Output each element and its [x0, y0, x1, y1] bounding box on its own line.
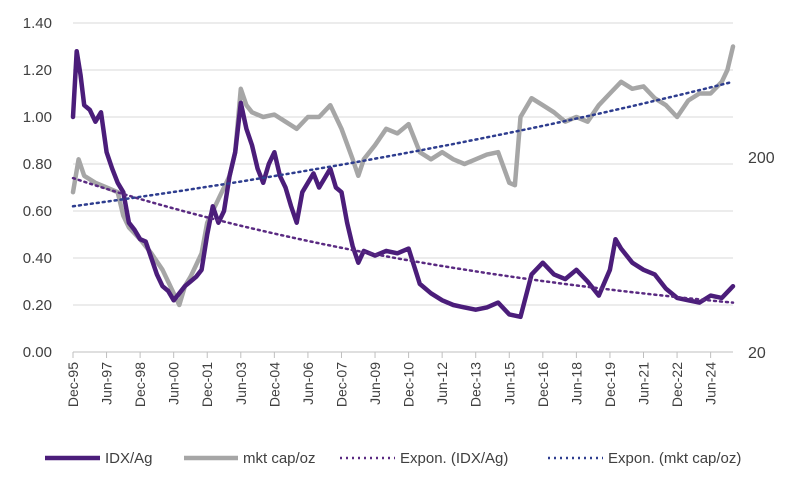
- y-tick-label: 0.20: [23, 297, 52, 314]
- x-tick-label: Jun-18: [568, 362, 584, 405]
- y-tick-label: 0.60: [23, 203, 52, 220]
- series: [70, 44, 736, 320]
- series-line-idx-ag: [70, 48, 736, 320]
- y-axis: 0.00 0.20 0.40 0.60 0.80 1.00 1.20 1.40: [23, 15, 52, 361]
- y-tick-label: 0.00: [23, 344, 52, 361]
- x-tick-label: Dec-98: [132, 362, 148, 407]
- x-tick-label: Dec-07: [333, 362, 349, 407]
- x-tick-label: Jun-06: [300, 362, 316, 405]
- x-tick-label: Dec-01: [199, 362, 215, 407]
- legend-label: IDX/Ag: [105, 450, 153, 467]
- y-tick-label: 0.80: [23, 156, 52, 173]
- y-tick-label: 0.40: [23, 250, 52, 267]
- series-line-mkt-cap: [70, 44, 736, 308]
- x-tick-label: Jun-21: [636, 362, 652, 405]
- legend-label: mkt cap/oz: [243, 450, 316, 467]
- y2-tick-label: 20: [748, 345, 766, 362]
- trendline-idx-ag: [71, 176, 735, 304]
- x-tick-label: Jun-09: [367, 362, 383, 405]
- legend: IDX/Ag mkt cap/oz Expon. (IDX/Ag) Expon. (m…: [45, 450, 741, 467]
- y-tick-label: 1.20: [23, 62, 52, 79]
- legend-label: Expon. (mkt cap/oz): [608, 450, 741, 467]
- x-tick-label: Dec-22: [669, 362, 685, 407]
- x-tick-label: Dec-16: [535, 362, 551, 407]
- x-axis: Dec-95 Jun-97 Dec-98 Jun-00 Dec-01 Jun-03 Dec-…: [65, 351, 733, 407]
- x-tick-label: Jun-15: [501, 362, 517, 405]
- trendline-mkt-cap: [71, 80, 735, 208]
- legend-label: Expon. (IDX/Ag): [400, 450, 508, 467]
- x-tick-label: Dec-19: [602, 362, 618, 407]
- y2-tick-label: 200: [748, 150, 775, 167]
- x-tick-label: Jun-97: [99, 362, 115, 405]
- x-tick-label: Jun-12: [434, 362, 450, 405]
- x-tick-label: Jun-03: [233, 362, 249, 405]
- x-tick-label: Dec-04: [266, 362, 282, 407]
- x-tick-label: Jun-24: [703, 362, 719, 405]
- y-tick-label: 1.40: [23, 15, 52, 32]
- x-tick-label: Dec-13: [468, 362, 484, 407]
- x-tick-label: Dec-95: [65, 362, 81, 407]
- x-tick-label: Jun-00: [166, 362, 182, 405]
- y2-axis: 20 200: [748, 150, 775, 362]
- y-tick-label: 1.00: [23, 109, 52, 126]
- x-tick-label: Dec-10: [401, 362, 417, 407]
